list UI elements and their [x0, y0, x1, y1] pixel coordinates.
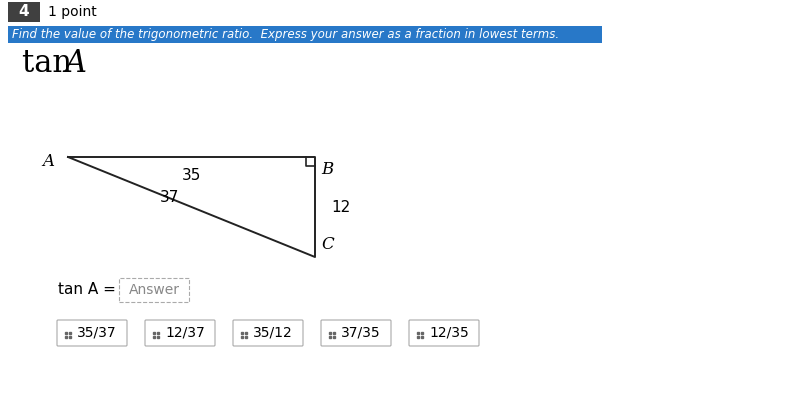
FancyBboxPatch shape [119, 278, 189, 302]
FancyBboxPatch shape [8, 26, 602, 43]
Text: 37: 37 [160, 190, 179, 205]
Text: tan A =: tan A = [58, 283, 121, 298]
Text: C: C [321, 236, 334, 253]
FancyBboxPatch shape [8, 2, 40, 22]
Text: 12/37: 12/37 [165, 326, 205, 340]
FancyBboxPatch shape [145, 320, 215, 346]
Text: Answer: Answer [129, 283, 179, 297]
FancyBboxPatch shape [321, 320, 391, 346]
Text: A: A [64, 47, 86, 79]
Text: tan: tan [22, 47, 82, 79]
Text: 35: 35 [182, 168, 201, 183]
Text: 35/12: 35/12 [253, 326, 293, 340]
Text: B: B [321, 161, 334, 178]
Text: 12/35: 12/35 [429, 326, 469, 340]
Text: 1 point: 1 point [48, 5, 97, 19]
FancyBboxPatch shape [57, 320, 127, 346]
Text: 37/35: 37/35 [341, 326, 381, 340]
Text: 12: 12 [331, 200, 350, 215]
Text: 4: 4 [18, 4, 30, 19]
FancyBboxPatch shape [233, 320, 303, 346]
Text: A: A [42, 153, 54, 170]
FancyBboxPatch shape [409, 320, 479, 346]
Text: 35/37: 35/37 [77, 326, 117, 340]
Text: Find the value of the trigonometric ratio.  Express your answer as a fraction in: Find the value of the trigonometric rati… [12, 28, 559, 41]
